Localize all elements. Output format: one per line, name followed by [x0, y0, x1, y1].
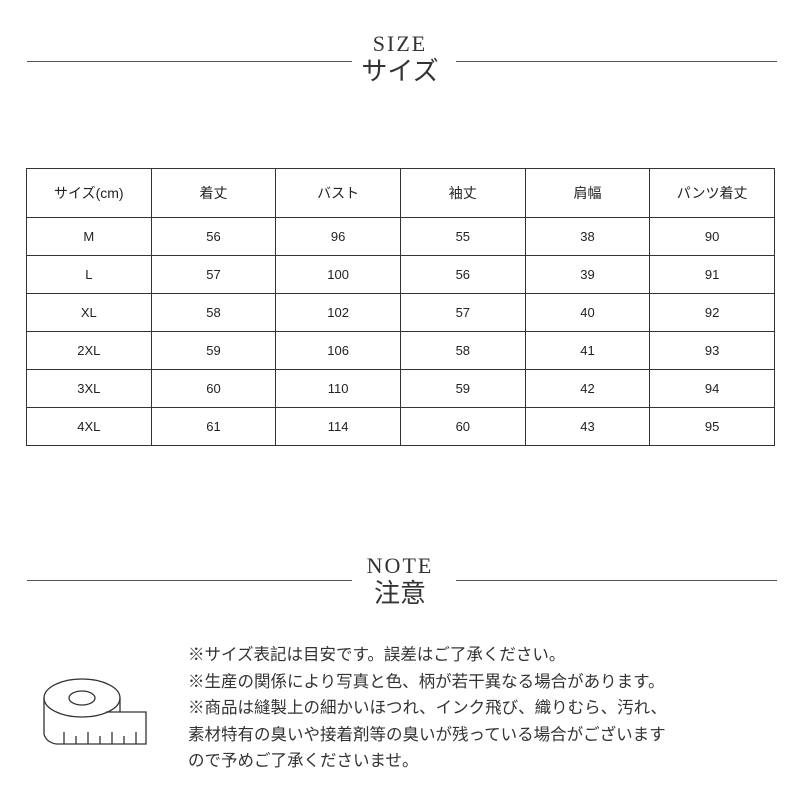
header-cell: 肩幅 [524, 168, 651, 218]
divider-right [456, 61, 777, 62]
note-line: ※サイズ表記は目安です。誤差はご了承ください。 [188, 646, 566, 664]
table-cell: 114 [275, 407, 401, 446]
table-row: XL 58 102 57 40 92 [26, 293, 775, 332]
table-cell: 56 [399, 255, 526, 294]
table-cell: 57 [399, 293, 526, 332]
note-title-en: NOTE [366, 553, 434, 578]
size-title-ja: サイズ [361, 56, 439, 86]
table-cell: 106 [275, 331, 401, 370]
table-cell: M [26, 217, 152, 256]
table-row: 2XL 59 106 58 41 93 [26, 331, 775, 370]
note-line: ので予めご了承くださいませ。 [188, 752, 419, 770]
table-row: L 57 100 56 39 91 [26, 255, 775, 294]
note-line: 素材特有の臭いや接着剤等の臭いが残っている場合がございます [188, 725, 666, 744]
table-cell: 60 [399, 407, 526, 446]
table-cell: 38 [524, 217, 651, 256]
table-cell: 60 [150, 369, 277, 408]
size-heading: SIZE サイズ [0, 31, 800, 87]
table-cell: 96 [275, 217, 401, 256]
header-cell: サイズ(cm) [26, 168, 152, 218]
divider-left [27, 61, 352, 62]
table-cell: 41 [524, 331, 651, 370]
table-cell: 90 [649, 217, 775, 256]
table-row: 3XL 60 110 59 42 94 [26, 369, 775, 408]
table-cell: 55 [399, 217, 526, 256]
table-cell: 102 [275, 293, 401, 332]
table-cell: 56 [150, 217, 277, 256]
table-cell: 59 [399, 369, 526, 408]
table-cell: 2XL [26, 331, 152, 370]
table-cell: 58 [150, 293, 277, 332]
header-cell: 着丈 [150, 168, 277, 218]
tape-measure-icon [43, 678, 147, 745]
table-cell: 39 [524, 255, 651, 294]
table-cell: XL [26, 293, 152, 332]
header-cell: バスト [275, 168, 401, 218]
table-cell: L [26, 255, 152, 294]
table-cell: 91 [649, 255, 775, 294]
size-table: サイズ(cm) 着丈 バスト 袖丈 肩幅 パンツ着丈 M 56 96 55 38 90 L 57 100 56… [26, 168, 775, 446]
table-cell: 4XL [26, 407, 152, 446]
divider-left [27, 580, 352, 581]
note-line: ※生産の関係により写真と色、柄が若干異なる場合があります。 [188, 672, 665, 691]
note-title-ja: 注意 [373, 578, 426, 608]
table-cell: 95 [649, 407, 775, 446]
table-cell: 93 [649, 331, 775, 370]
divider-right [456, 580, 777, 581]
table-cell: 59 [150, 331, 277, 370]
note-text: ※サイズ表記は目安です。誤差はご了承ください。 ※生産の関係により写真と色、柄が… [188, 642, 667, 775]
header-cell: 袖丈 [399, 168, 526, 218]
table-cell: 57 [150, 255, 277, 294]
table-cell: 3XL [26, 369, 152, 408]
table-cell: 61 [150, 407, 277, 446]
size-title-en: SIZE [372, 31, 428, 56]
header-cell: パンツ着丈 [649, 168, 775, 218]
table-row: 4XL 61 114 60 43 95 [26, 407, 775, 446]
table-cell: 92 [649, 293, 775, 332]
table-cell: 40 [524, 293, 651, 332]
table-cell: 100 [275, 255, 401, 294]
note-line: ※商品は縫製上の細かいほつれ、インク飛び、織りむら、汚れ、 [188, 699, 667, 717]
table-cell: 110 [275, 369, 401, 408]
note-heading: NOTE 注意 [0, 553, 800, 609]
table-cell: 94 [649, 369, 775, 408]
table-cell: 58 [399, 331, 526, 370]
table-cell: 43 [524, 407, 651, 446]
header-row: サイズ(cm) 着丈 バスト 袖丈 肩幅 パンツ着丈 [26, 168, 775, 218]
table-row: M 56 96 55 38 90 [26, 217, 775, 256]
table-cell: 42 [524, 369, 651, 408]
